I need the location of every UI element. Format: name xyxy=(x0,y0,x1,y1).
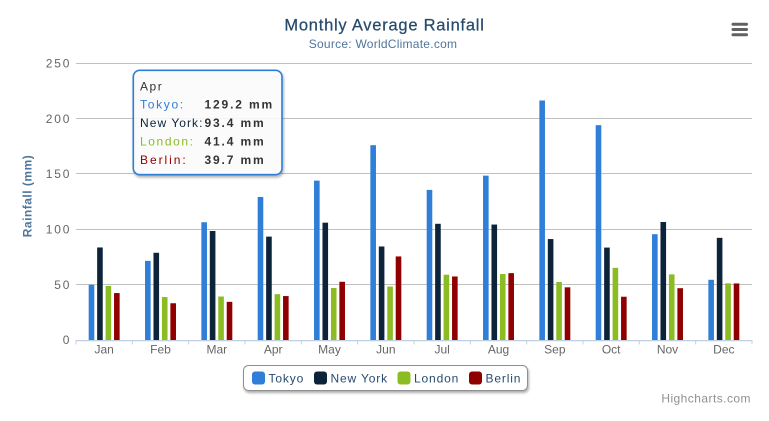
svg-text:Tokyo: Tokyo xyxy=(269,372,305,386)
svg-text:129.2 mm: 129.2 mm xyxy=(205,98,275,112)
svg-text:Rainfall (mm): Rainfall (mm) xyxy=(21,155,35,238)
svg-text:Apr: Apr xyxy=(140,80,163,94)
svg-text:New York:: New York: xyxy=(140,116,203,130)
svg-text:Dec: Dec xyxy=(713,343,734,357)
svg-text:Source: WorldClimate.com: Source: WorldClimate.com xyxy=(309,37,458,51)
svg-text:Aug: Aug xyxy=(488,343,509,357)
svg-text:39.7 mm: 39.7 mm xyxy=(205,153,266,167)
svg-text:Apr: Apr xyxy=(264,343,283,357)
svg-text:100: 100 xyxy=(46,223,71,237)
svg-text:Jul: Jul xyxy=(434,343,449,357)
svg-text:41.4 mm: 41.4 mm xyxy=(205,135,266,149)
svg-text:50: 50 xyxy=(54,278,71,292)
svg-text:Tokyo:: Tokyo: xyxy=(140,98,185,112)
svg-text:0: 0 xyxy=(63,333,71,347)
svg-text:London: London xyxy=(414,372,459,386)
svg-text:Sep: Sep xyxy=(544,343,566,357)
svg-text:250: 250 xyxy=(46,57,71,71)
svg-text:Jan: Jan xyxy=(94,343,113,357)
svg-text:Jun: Jun xyxy=(376,343,395,357)
svg-text:Nov: Nov xyxy=(657,343,678,357)
svg-text:Mar: Mar xyxy=(206,343,227,357)
svg-text:93.4 mm: 93.4 mm xyxy=(205,116,266,130)
svg-text:Feb: Feb xyxy=(150,343,171,357)
svg-text:150: 150 xyxy=(46,167,71,181)
svg-text:Berlin:: Berlin: xyxy=(140,153,188,167)
svg-text:200: 200 xyxy=(46,112,71,126)
svg-text:Oct: Oct xyxy=(602,343,621,357)
svg-text:Highcharts.com: Highcharts.com xyxy=(661,391,751,405)
svg-text:Monthly Average Rainfall: Monthly Average Rainfall xyxy=(284,17,484,35)
svg-text:Berlin: Berlin xyxy=(486,372,522,386)
svg-text:London:: London: xyxy=(140,135,195,149)
svg-text:New York: New York xyxy=(331,372,389,386)
svg-text:May: May xyxy=(318,343,341,357)
